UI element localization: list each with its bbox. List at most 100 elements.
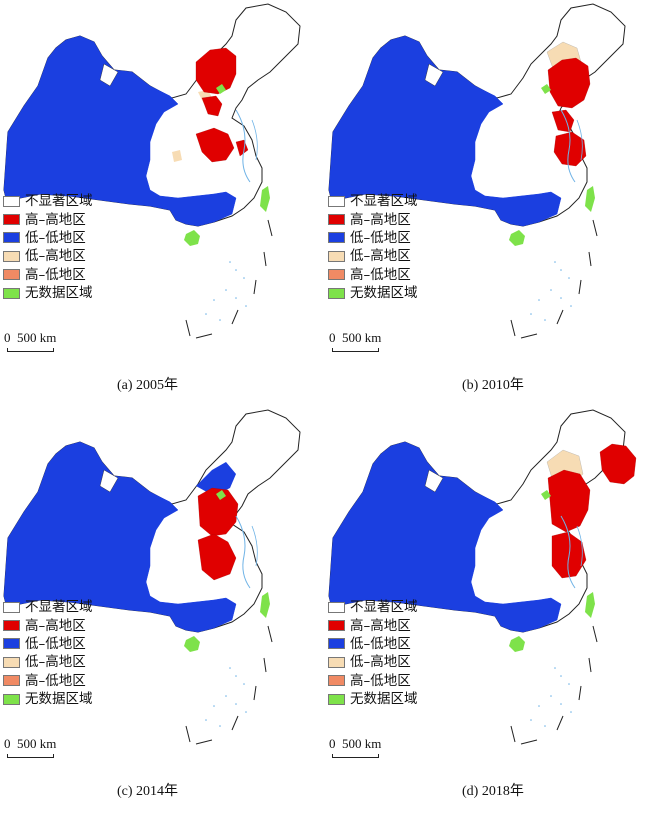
legend-label: 不显著区域 <box>350 193 418 210</box>
map-legend: 不显著区域 高–高地区 低–低地区 低–高地区 高–低地区 无数据区域 <box>3 598 93 708</box>
legend-label: 高–高地区 <box>25 211 86 228</box>
legend-swatch <box>328 232 345 244</box>
no-data-region <box>541 490 551 500</box>
legend-item: 不显著区域 <box>3 598 93 616</box>
taiwan-island <box>585 186 595 212</box>
legend-swatch <box>328 656 345 668</box>
island-dot <box>243 277 245 279</box>
scale-zero-label: 0 <box>329 736 336 751</box>
legend-item: 低–高地区 <box>328 247 418 265</box>
hainan-island <box>509 636 525 652</box>
island-dot <box>213 705 215 707</box>
scale-bar-line <box>7 348 54 352</box>
legend-label: 低–高地区 <box>25 248 86 265</box>
legend-item: 高–高地区 <box>328 616 418 634</box>
legend-swatch <box>328 287 345 299</box>
legend-label: 不显著区域 <box>350 599 418 616</box>
legend-swatch <box>3 638 20 650</box>
island-dot <box>544 319 546 321</box>
island-dot <box>243 683 245 685</box>
island-dot <box>235 675 237 677</box>
legend-label: 高–高地区 <box>25 617 86 634</box>
legend-swatch <box>3 693 20 705</box>
legend-item: 不显著区域 <box>3 192 93 210</box>
island-dot <box>554 261 556 263</box>
island-dot <box>570 711 572 713</box>
island-dot <box>538 705 540 707</box>
china-map <box>328 409 637 745</box>
map-legend: 不显著区域 高–高地区 低–低地区 低–高地区 高–低地区 无数据区域 <box>3 192 93 302</box>
island-dot <box>554 667 556 669</box>
scale-bar-line <box>7 754 54 758</box>
no-data-region <box>216 490 226 500</box>
high-high-region <box>201 95 223 117</box>
island-dot <box>205 313 207 315</box>
not-significant-region <box>424 63 444 87</box>
scale-bar: 0 500 km <box>329 326 419 356</box>
legend-label: 低–高地区 <box>350 248 411 265</box>
legend-item: 低–低地区 <box>328 229 418 247</box>
scale-distance-label: 500 km <box>17 330 57 345</box>
high-high-region <box>599 443 637 485</box>
island-dot <box>235 297 237 299</box>
scale-distance-label: 500 km <box>342 330 382 345</box>
legend-swatch <box>328 250 345 262</box>
legend-swatch <box>3 620 20 632</box>
nine-dash-line <box>510 625 598 745</box>
map-panel-2010: 不显著区域 高–高地区 低–低地区 低–高地区 高–低地区 无数据区域 0 500 km (b)… <box>325 0 650 406</box>
high-high-region <box>195 47 237 95</box>
taiwan-island <box>260 592 270 618</box>
china-map <box>328 3 626 339</box>
no-data-region <box>216 84 226 94</box>
legend-swatch <box>328 214 345 226</box>
low-low-region <box>328 35 562 227</box>
legend-item: 低–高地区 <box>328 653 418 671</box>
legend-swatch <box>3 214 20 226</box>
scale-distance-label: 500 km <box>342 736 382 751</box>
scale-distance-label: 500 km <box>17 736 57 751</box>
legend-swatch <box>328 638 345 650</box>
legend-swatch <box>328 195 345 207</box>
taiwan-island <box>260 186 270 212</box>
island-dot <box>245 305 247 307</box>
high-high-region <box>197 533 237 581</box>
island-dot <box>550 695 552 697</box>
legend-swatch <box>3 287 20 299</box>
river <box>576 119 583 161</box>
legend-label: 低–高地区 <box>350 654 411 671</box>
legend-label: 不显著区域 <box>25 599 93 616</box>
island-dot <box>530 719 532 721</box>
island-dot <box>550 289 552 291</box>
scale-bar: 0 500 km <box>4 732 94 762</box>
legend-label: 低–低地区 <box>25 635 86 652</box>
legend-label: 高–高地区 <box>350 617 411 634</box>
legend-swatch <box>328 601 345 613</box>
island-dot <box>560 675 562 677</box>
legend-item: 无数据区域 <box>3 284 93 302</box>
map-legend: 不显著区域 高–高地区 低–低地区 低–高地区 高–低地区 无数据区域 <box>328 598 418 708</box>
scale-bar-line <box>332 754 379 758</box>
map-legend: 不显著区域 高–高地区 低–低地区 低–高地区 高–低地区 无数据区域 <box>328 192 418 302</box>
island-dot <box>538 299 540 301</box>
hainan-island <box>509 230 525 246</box>
legend-label: 低–低地区 <box>350 229 411 246</box>
scale-bar-line <box>332 348 379 352</box>
legend-item: 低–高地区 <box>3 247 93 265</box>
island-dot <box>560 297 562 299</box>
not-significant-region <box>99 63 119 87</box>
island-dot <box>219 725 221 727</box>
legend-item: 低–低地区 <box>3 229 93 247</box>
legend-swatch <box>328 269 345 281</box>
legend-swatch <box>3 250 20 262</box>
legend-item: 高–低地区 <box>328 266 418 284</box>
map-panel-2018: 不显著区域 高–高地区 低–低地区 低–高地区 高–低地区 无数据区域 0 500 km (d)… <box>325 406 650 812</box>
legend-item: 无数据区域 <box>3 690 93 708</box>
legend-label: 无数据区域 <box>350 285 418 302</box>
legend-label: 高–低地区 <box>25 672 86 689</box>
high-high-region <box>547 469 591 533</box>
island-dot <box>568 277 570 279</box>
legend-item: 低–低地区 <box>3 635 93 653</box>
island-dot <box>560 269 562 271</box>
high-high-region <box>547 57 591 109</box>
no-data-region <box>541 84 551 94</box>
